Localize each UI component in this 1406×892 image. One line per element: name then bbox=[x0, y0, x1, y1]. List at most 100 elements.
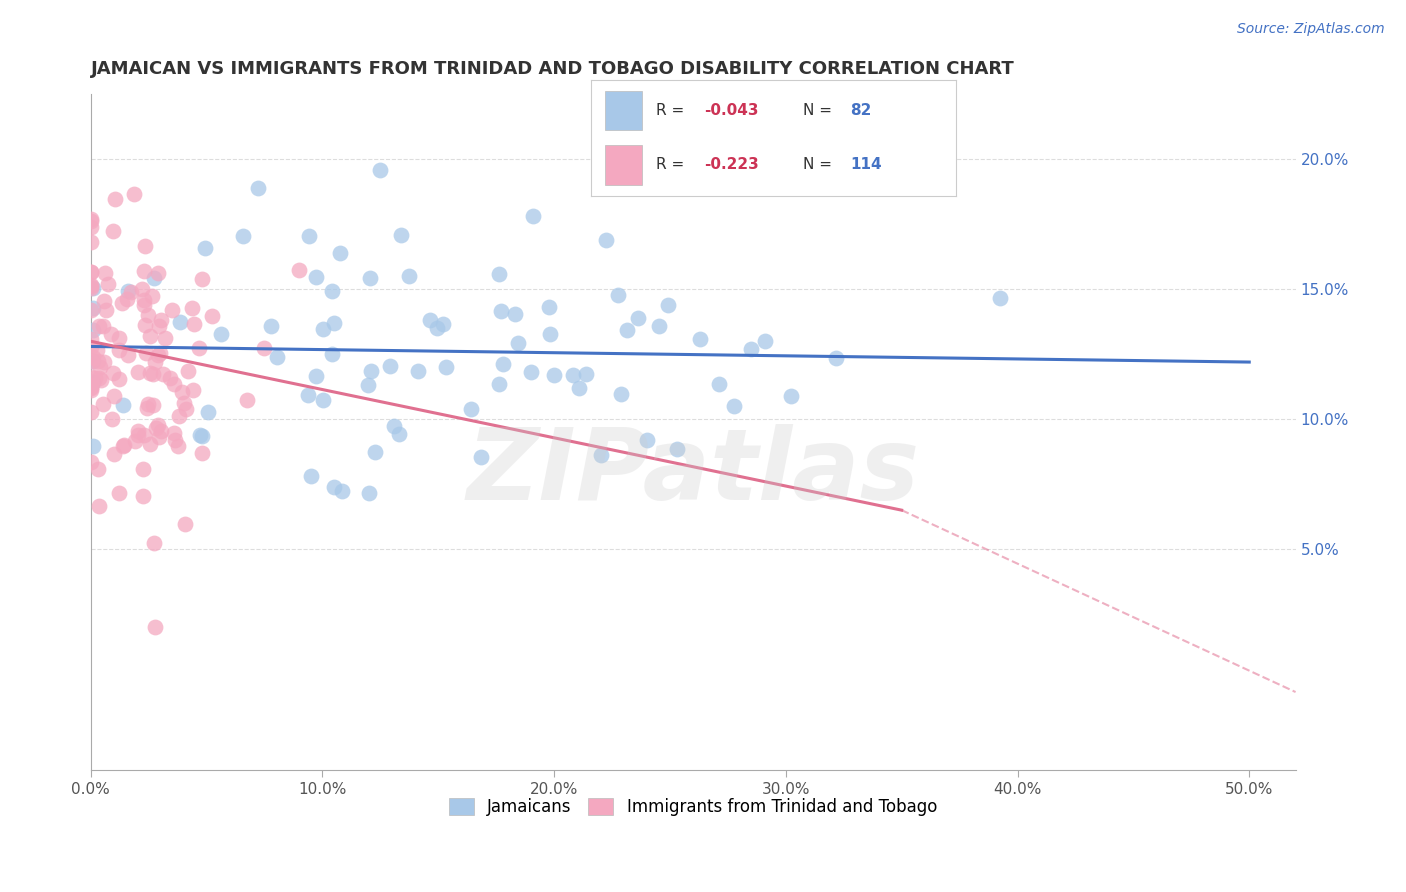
Point bbox=[153, 331, 176, 345]
Point bbox=[97, 277, 120, 291]
Point bbox=[101, 412, 124, 426]
Legend: Jamaicans, Immigrants from Trinidad and Tobago: Jamaicans, Immigrants from Trinidad and … bbox=[443, 791, 943, 822]
Point bbox=[94, 266, 117, 280]
Point bbox=[391, 228, 413, 243]
Point bbox=[111, 439, 134, 453]
Point bbox=[79, 302, 101, 317]
Text: N =: N = bbox=[803, 157, 837, 172]
Point bbox=[305, 270, 328, 285]
Point bbox=[104, 192, 127, 206]
Point bbox=[112, 438, 135, 452]
Point bbox=[145, 421, 167, 435]
Point bbox=[167, 409, 190, 423]
Point bbox=[163, 433, 186, 447]
Point bbox=[127, 424, 149, 438]
Text: R =: R = bbox=[657, 103, 689, 118]
Point bbox=[79, 340, 101, 354]
Point bbox=[522, 210, 544, 224]
Point bbox=[200, 309, 222, 323]
Point bbox=[312, 322, 335, 336]
Point bbox=[636, 433, 658, 447]
Point bbox=[648, 318, 671, 333]
Point bbox=[382, 419, 405, 434]
Text: 114: 114 bbox=[851, 157, 882, 172]
Point bbox=[419, 313, 441, 327]
Point bbox=[398, 269, 420, 284]
Point bbox=[689, 332, 711, 346]
Point bbox=[194, 241, 217, 255]
Point bbox=[127, 428, 149, 442]
Point bbox=[79, 265, 101, 279]
Point bbox=[359, 271, 381, 285]
Point bbox=[146, 348, 169, 362]
Point bbox=[115, 292, 138, 306]
Point bbox=[188, 428, 211, 442]
Point bbox=[86, 343, 108, 358]
Text: ZIPatlas: ZIPatlas bbox=[467, 425, 920, 521]
Point bbox=[488, 267, 510, 281]
Point bbox=[82, 350, 104, 364]
Point bbox=[232, 229, 254, 244]
Point bbox=[91, 318, 114, 333]
Point bbox=[288, 262, 311, 277]
Point bbox=[538, 327, 561, 342]
Point bbox=[323, 480, 346, 494]
Point bbox=[139, 329, 162, 343]
Point bbox=[191, 429, 214, 443]
Point bbox=[135, 401, 157, 415]
Point bbox=[96, 302, 118, 317]
Point bbox=[253, 341, 276, 355]
Text: -0.223: -0.223 bbox=[704, 157, 759, 172]
Text: -0.043: -0.043 bbox=[704, 103, 758, 118]
Point bbox=[506, 335, 529, 350]
Point bbox=[162, 303, 184, 318]
Point bbox=[79, 214, 101, 228]
Point bbox=[132, 293, 155, 307]
Point bbox=[82, 375, 104, 389]
Point bbox=[520, 365, 543, 379]
Point bbox=[266, 351, 288, 365]
Point bbox=[426, 320, 449, 334]
Point bbox=[173, 396, 195, 410]
Point bbox=[299, 469, 322, 483]
Point bbox=[357, 486, 380, 500]
Point bbox=[460, 401, 482, 416]
Point bbox=[627, 311, 650, 326]
Point bbox=[503, 307, 526, 321]
Point bbox=[723, 400, 745, 414]
Point bbox=[780, 389, 803, 403]
Point bbox=[136, 397, 159, 411]
Point bbox=[657, 298, 679, 312]
Point bbox=[79, 280, 101, 294]
Point bbox=[143, 355, 166, 369]
Point bbox=[107, 330, 129, 344]
Point bbox=[79, 455, 101, 469]
Point bbox=[470, 450, 492, 464]
Point bbox=[143, 620, 166, 634]
Point bbox=[432, 317, 454, 331]
Point bbox=[183, 318, 205, 332]
Point bbox=[321, 285, 343, 299]
Point bbox=[117, 284, 139, 298]
Point bbox=[93, 293, 115, 308]
Point bbox=[79, 380, 101, 394]
Point bbox=[122, 186, 145, 201]
Point bbox=[543, 368, 565, 383]
Point bbox=[82, 323, 104, 337]
Point bbox=[489, 304, 512, 318]
Point bbox=[135, 346, 157, 360]
Point bbox=[150, 312, 173, 326]
Point bbox=[142, 367, 165, 381]
Point bbox=[988, 291, 1011, 305]
Point bbox=[79, 277, 101, 292]
Point bbox=[297, 388, 319, 402]
Text: 82: 82 bbox=[851, 103, 872, 118]
Point bbox=[148, 430, 170, 444]
Point bbox=[124, 434, 146, 448]
Point bbox=[591, 448, 613, 462]
Point bbox=[134, 318, 156, 332]
Point bbox=[134, 298, 156, 312]
Point bbox=[607, 288, 630, 302]
Point bbox=[132, 264, 155, 278]
Point bbox=[616, 323, 638, 337]
